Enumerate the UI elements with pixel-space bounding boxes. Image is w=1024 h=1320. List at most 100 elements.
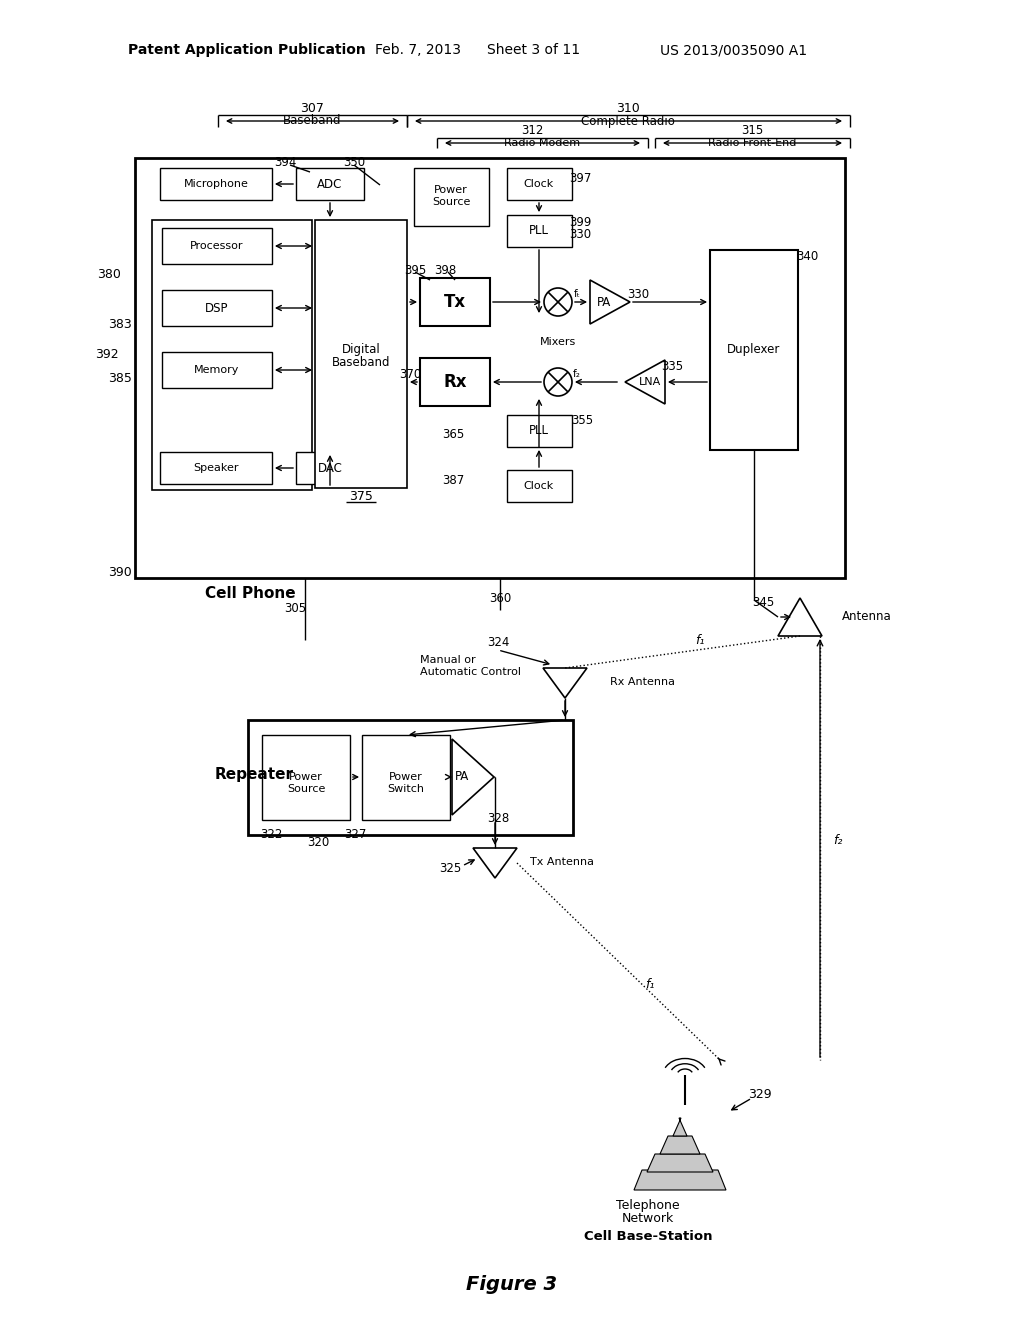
Text: ADC: ADC — [317, 177, 343, 190]
Text: Tx Antenna: Tx Antenna — [530, 857, 594, 867]
Bar — [710, 249, 798, 450]
Text: Power: Power — [289, 772, 323, 781]
Text: 380: 380 — [97, 268, 121, 281]
Text: Tx: Tx — [444, 293, 466, 312]
Text: Rx: Rx — [443, 374, 467, 391]
Bar — [507, 215, 572, 247]
Text: PLL: PLL — [529, 224, 549, 238]
Text: Radio Modem: Radio Modem — [504, 139, 580, 148]
Text: Cell Base-Station: Cell Base-Station — [584, 1230, 713, 1243]
Text: Digital: Digital — [342, 343, 380, 356]
Text: 325: 325 — [439, 862, 461, 874]
Polygon shape — [452, 739, 494, 814]
Text: 375: 375 — [349, 491, 373, 503]
Text: Switch: Switch — [387, 784, 425, 795]
Text: US 2013/0035090 A1: US 2013/0035090 A1 — [660, 44, 807, 57]
Text: Figure 3: Figure 3 — [467, 1275, 557, 1295]
Text: 360: 360 — [488, 591, 511, 605]
Bar — [162, 290, 272, 326]
Text: Duplexer: Duplexer — [727, 343, 780, 356]
Text: 383: 383 — [109, 318, 132, 331]
Text: 350: 350 — [343, 156, 366, 169]
Text: Mixers: Mixers — [540, 337, 577, 347]
Text: Cell Phone: Cell Phone — [205, 586, 296, 601]
Text: Sheet 3 of 11: Sheet 3 of 11 — [487, 44, 581, 57]
Bar — [162, 352, 272, 388]
Bar — [152, 220, 312, 490]
Text: 399: 399 — [568, 215, 591, 228]
Text: Clock: Clock — [524, 480, 554, 491]
Text: 345: 345 — [752, 597, 774, 610]
Bar — [162, 228, 272, 264]
Text: Repeater: Repeater — [215, 767, 294, 783]
Text: fₜ: fₜ — [573, 289, 581, 300]
Polygon shape — [590, 280, 630, 323]
Bar — [315, 220, 407, 488]
Polygon shape — [543, 668, 587, 698]
Bar — [362, 735, 450, 820]
Text: 387: 387 — [442, 474, 464, 487]
Polygon shape — [778, 598, 822, 636]
Text: 397: 397 — [568, 172, 591, 185]
Text: Telephone: Telephone — [616, 1199, 680, 1212]
Text: Radio Front-End: Radio Front-End — [708, 139, 797, 148]
Text: Baseband: Baseband — [283, 115, 341, 128]
Text: 370: 370 — [399, 367, 421, 380]
Text: Antenna: Antenna — [842, 610, 892, 623]
Text: 329: 329 — [749, 1089, 772, 1101]
Text: f₁: f₁ — [695, 634, 705, 647]
Polygon shape — [673, 1118, 687, 1137]
Text: 340: 340 — [796, 249, 818, 263]
Polygon shape — [473, 847, 517, 878]
Text: f₂: f₂ — [573, 370, 581, 379]
Text: Power: Power — [389, 772, 423, 781]
Text: DSP: DSP — [205, 301, 228, 314]
Text: PA: PA — [455, 771, 469, 784]
Text: Feb. 7, 2013: Feb. 7, 2013 — [375, 44, 461, 57]
Text: Processor: Processor — [190, 242, 244, 251]
Bar — [160, 168, 272, 201]
Text: Power: Power — [434, 185, 468, 195]
Text: Baseband: Baseband — [332, 356, 390, 370]
Polygon shape — [660, 1137, 700, 1154]
Polygon shape — [647, 1154, 713, 1172]
Text: PLL: PLL — [529, 425, 549, 437]
Text: Source: Source — [432, 197, 470, 207]
Bar — [248, 719, 573, 836]
Bar — [507, 470, 572, 502]
Text: 315: 315 — [741, 124, 763, 137]
Text: 322: 322 — [260, 828, 283, 841]
Text: Clock: Clock — [524, 180, 554, 189]
Text: 385: 385 — [109, 371, 132, 384]
Text: Memory: Memory — [195, 366, 240, 375]
Text: 320: 320 — [307, 837, 329, 850]
Text: f₂: f₂ — [833, 833, 843, 846]
Bar — [420, 279, 490, 326]
Bar — [507, 414, 572, 447]
Bar — [296, 451, 364, 484]
Text: 310: 310 — [616, 102, 640, 115]
Bar — [507, 168, 572, 201]
Bar — [135, 158, 845, 578]
Text: 355: 355 — [571, 413, 593, 426]
Text: Complete Radio: Complete Radio — [581, 115, 675, 128]
Text: f₁: f₁ — [645, 978, 654, 991]
Text: 398: 398 — [434, 264, 456, 276]
Bar — [414, 168, 489, 226]
Text: 390: 390 — [109, 566, 132, 579]
Text: Speaker: Speaker — [194, 463, 239, 473]
Text: 330: 330 — [627, 288, 649, 301]
Bar — [420, 358, 490, 407]
Text: 330: 330 — [569, 228, 591, 242]
Text: Patent Application Publication: Patent Application Publication — [128, 44, 366, 57]
Text: 394: 394 — [273, 156, 296, 169]
Text: 307: 307 — [300, 102, 324, 115]
Text: 305: 305 — [284, 602, 306, 615]
Bar — [296, 168, 364, 201]
Text: 392: 392 — [95, 347, 119, 360]
Text: Network: Network — [622, 1212, 674, 1225]
Text: Rx Antenna: Rx Antenna — [610, 677, 675, 686]
Polygon shape — [625, 360, 665, 404]
Text: Manual or: Manual or — [420, 655, 475, 665]
Text: 324: 324 — [486, 636, 509, 649]
